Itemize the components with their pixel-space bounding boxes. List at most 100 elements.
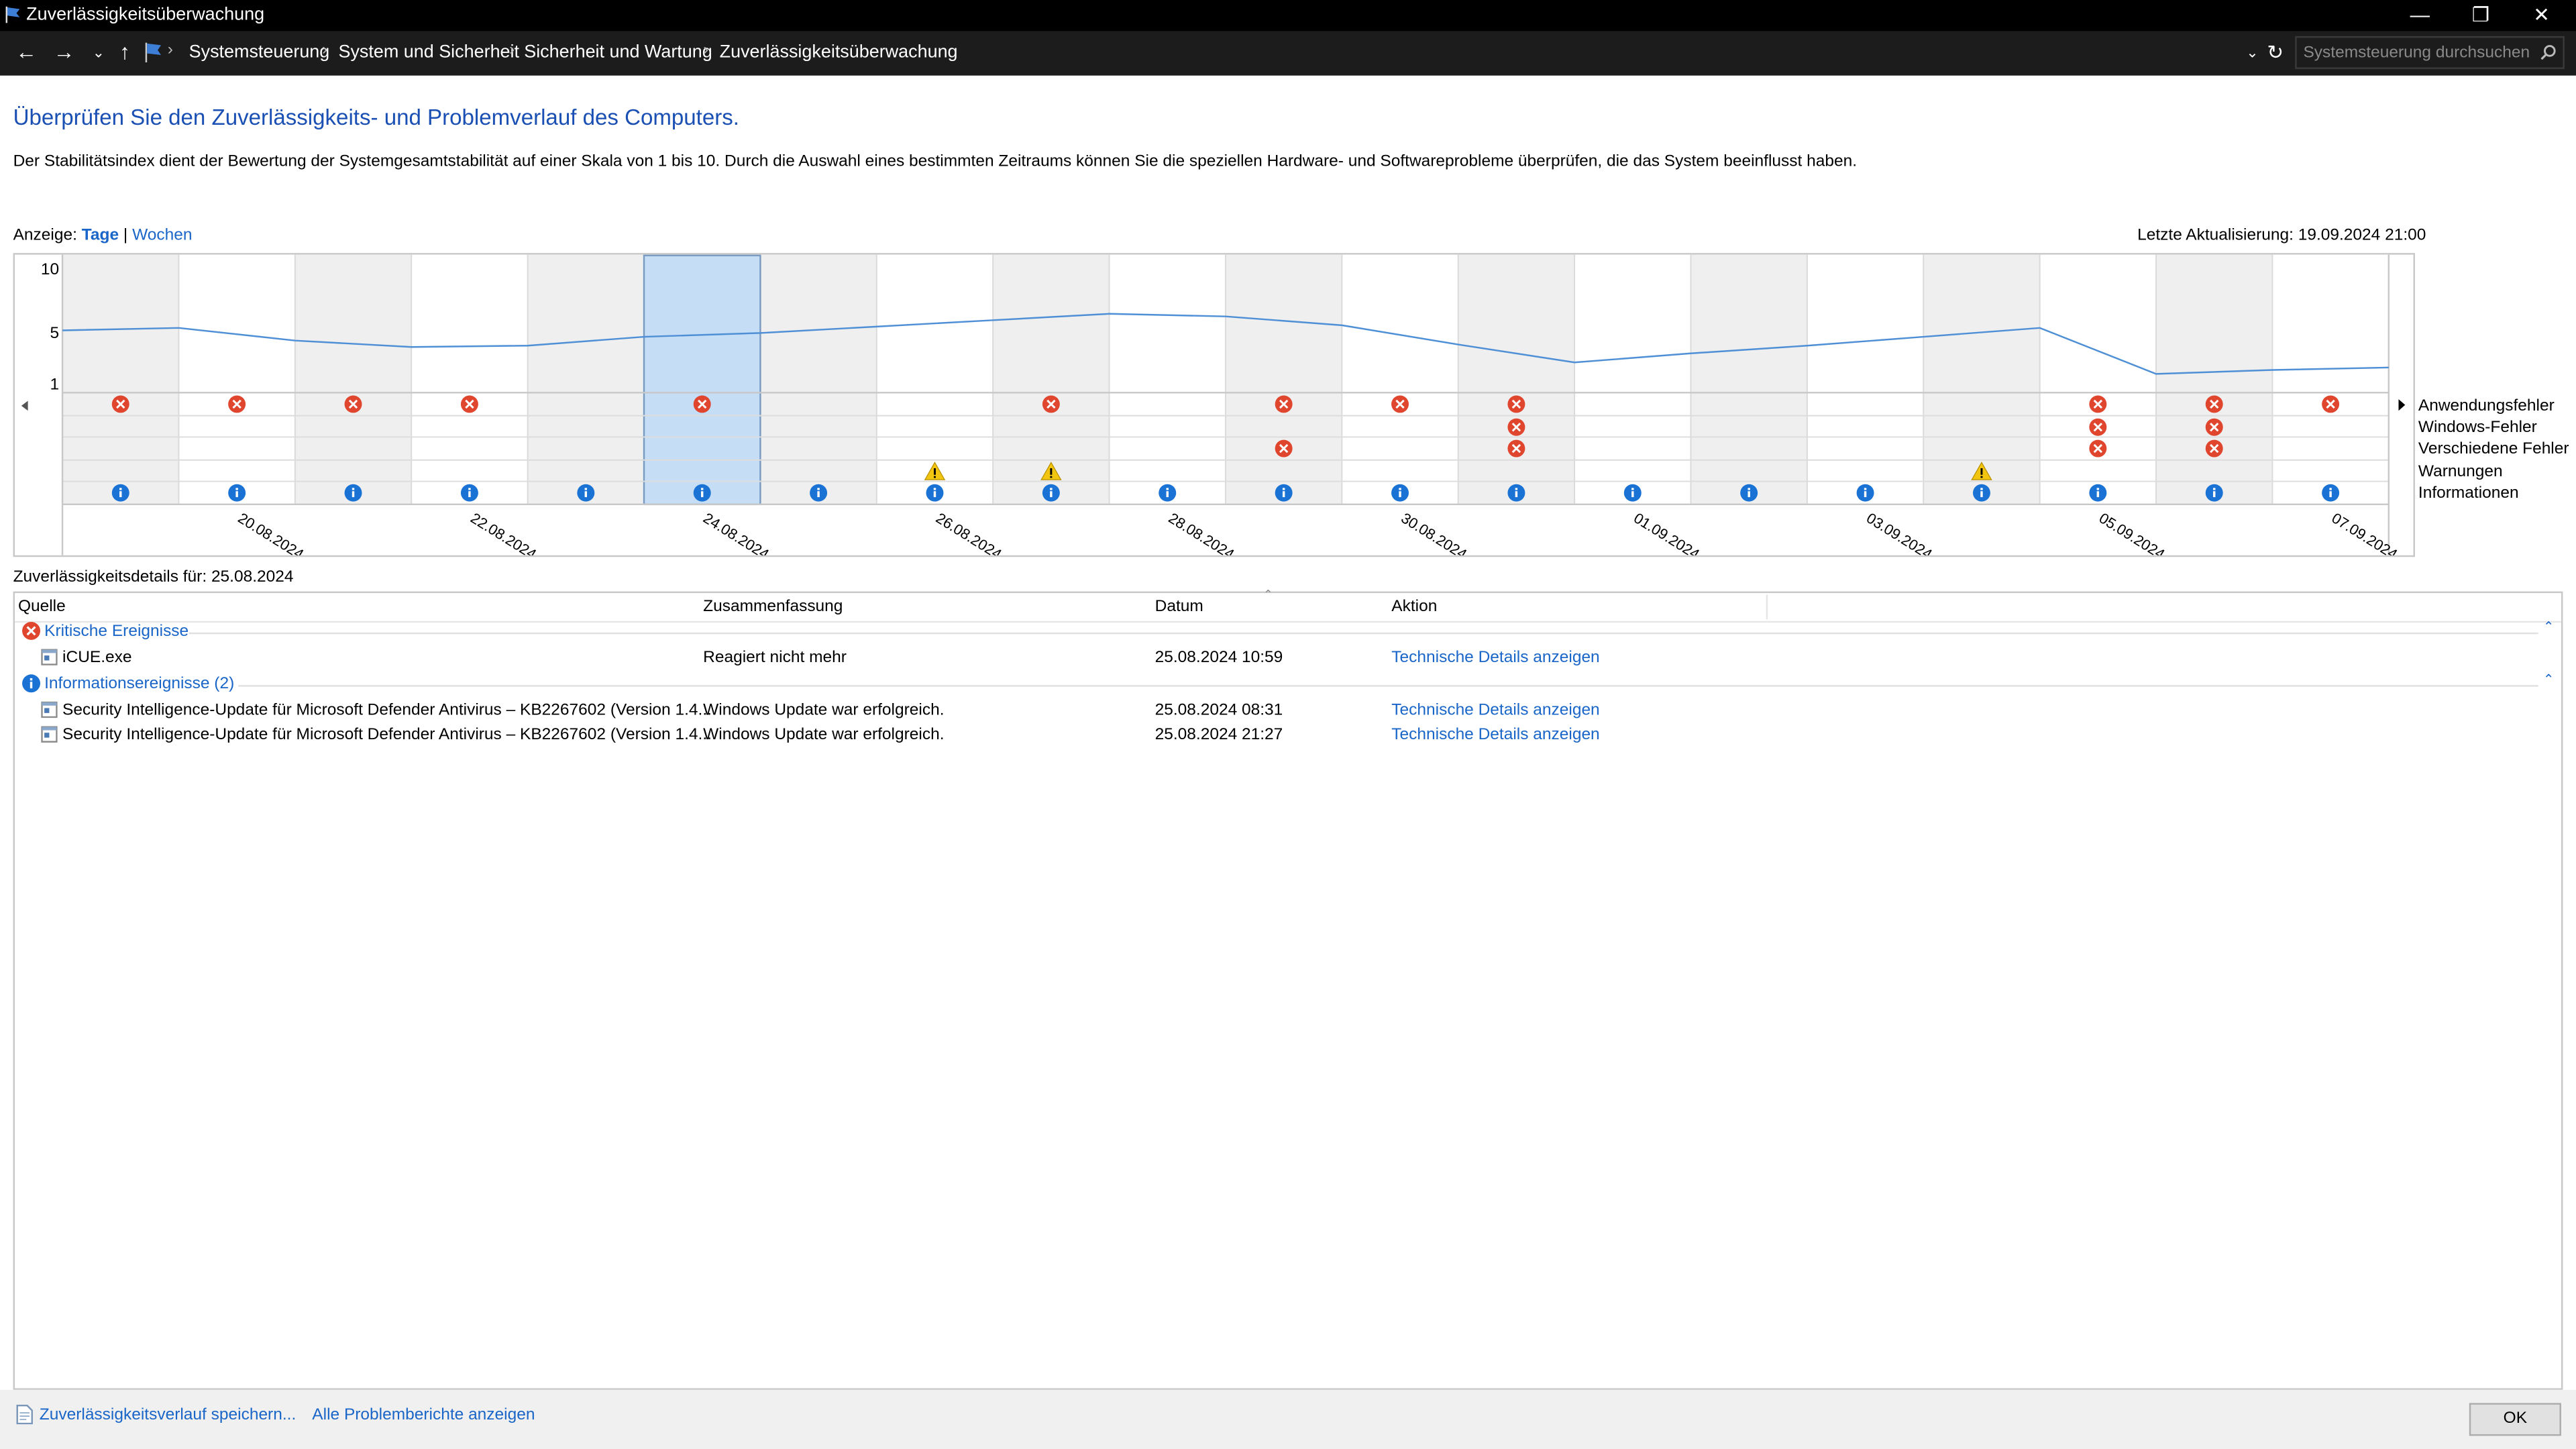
day-column[interactable]	[2039, 254, 2157, 504]
breadcrumb-system-und-sicherheit[interactable]: System und Sicherheit	[338, 42, 520, 63]
error-glyph	[2093, 399, 2103, 409]
day-column[interactable]	[1458, 254, 1575, 504]
x-tick-label: 28.08.2024	[1166, 509, 1238, 555]
info-glyph	[352, 488, 355, 490]
details-label: Zuverlässigkeitsdetails für: 25.08.2024	[13, 568, 294, 587]
info-glyph	[1166, 491, 1169, 498]
save-history-link[interactable]: Zuverlässigkeitsverlauf speichern...	[39, 1406, 297, 1425]
column-header-summary[interactable]: Zusammenfassung	[703, 598, 843, 616]
day-column[interactable]	[2156, 254, 2273, 504]
breadcrumb-systemsteuerung[interactable]: Systemsteuerung	[189, 42, 330, 63]
stability-chart-canvas: 10 5 1 20.08.2024 22.08.2024 24.08.2024 26.08.…	[21, 254, 2406, 555]
technical-details-link[interactable]: Technische Details anzeigen	[1391, 726, 1600, 745]
group-critical-events[interactable]: Kritische Ereignisse	[44, 623, 189, 641]
info-glyph	[584, 491, 588, 498]
day-column[interactable]	[1342, 254, 1458, 504]
breadcrumb-separator: ›	[703, 41, 709, 60]
warning-glyph	[1980, 468, 1983, 475]
title-bar: Zuverlässigkeitsüberwachung — ❐ ✕	[0, 0, 2576, 32]
row-summary: Reagiert nicht mehr	[703, 649, 847, 667]
details-table	[13, 591, 2563, 1390]
legend-information: Informationen	[2418, 484, 2519, 503]
info-glyph	[352, 491, 355, 498]
warning-glyph	[1980, 476, 1983, 478]
error-icon	[22, 621, 41, 640]
page-heading: Überprüfen Sie den Zuverlässigkeits- und…	[13, 105, 739, 130]
info-glyph	[700, 491, 704, 498]
x-tick-label: 22.08.2024	[468, 509, 539, 555]
refresh-icon[interactable]: ↻	[2267, 41, 2284, 64]
row-source: Security Intelligence-Update für Microso…	[62, 701, 712, 720]
error-glyph	[2326, 399, 2335, 409]
scroll-right-icon[interactable]	[2398, 399, 2406, 411]
minimize-button[interactable]: —	[2410, 3, 2430, 27]
info-glyph	[468, 491, 471, 498]
search-box[interactable]	[2295, 36, 2565, 69]
window-title: Zuverlässigkeitsüberwachung	[26, 5, 265, 25]
day-column[interactable]	[760, 254, 877, 504]
day-column[interactable]	[294, 254, 412, 504]
day-column[interactable]	[1109, 254, 1226, 504]
bottom-bar	[0, 1389, 2576, 1449]
back-arrow-icon[interactable]: ←	[15, 39, 38, 64]
info-glyph	[1748, 488, 1750, 490]
breadcrumb-zuverlaessigkeit[interactable]: Zuverlässigkeitsüberwachung	[719, 42, 958, 63]
info-glyph	[933, 491, 936, 498]
day-column[interactable]	[1690, 254, 1807, 504]
day-column[interactable]	[1225, 254, 1342, 504]
day-column[interactable]	[411, 254, 528, 504]
y-tick-label: 5	[50, 324, 60, 342]
forward-arrow-icon[interactable]: →	[53, 39, 75, 64]
technical-details-link[interactable]: Technische Details anzeigen	[1391, 649, 1600, 667]
search-input[interactable]	[2303, 41, 2530, 64]
day-column[interactable]	[1807, 254, 1924, 504]
last-update-label: Letzte Aktualisierung: 19.09.2024 21:00	[2137, 226, 2426, 245]
info-glyph	[1515, 488, 1518, 490]
header-divider	[15, 621, 2561, 623]
day-column[interactable]	[62, 254, 179, 504]
collapse-chevron-icon[interactable]: ⌃	[2543, 672, 2555, 687]
day-column[interactable]	[644, 254, 761, 504]
info-glyph	[700, 488, 704, 490]
warning-glyph	[1050, 476, 1053, 478]
group-information-events[interactable]: Informationsereignisse (2)	[44, 675, 235, 694]
scroll-left-icon[interactable]	[21, 400, 28, 411]
x-tick-label: 03.09.2024	[1864, 509, 1935, 555]
up-arrow-icon[interactable]: ↑	[119, 39, 131, 64]
restore-button[interactable]: ❐	[2471, 3, 2490, 27]
info-glyph	[1399, 488, 1401, 490]
info-glyph	[1050, 491, 1053, 498]
collapse-chevron-icon[interactable]: ⌃	[2543, 619, 2555, 635]
application-icon	[41, 649, 58, 665]
day-column[interactable]	[2272, 254, 2389, 504]
column-divider	[1766, 594, 1768, 620]
view-days-link[interactable]: Tage	[81, 226, 119, 245]
ok-button[interactable]: OK	[2469, 1403, 2561, 1436]
column-header-source[interactable]: Quelle	[17, 598, 66, 616]
breadcrumb-sicherheit-und-wartung[interactable]: Sicherheit und Wartung	[524, 42, 712, 63]
close-button[interactable]: ✕	[2533, 3, 2550, 27]
info-glyph	[1282, 491, 1285, 498]
row-date: 25.08.2024 21:27	[1155, 726, 1283, 745]
address-dropdown-chevron-icon[interactable]: ⌄	[2246, 44, 2259, 61]
error-glyph	[116, 399, 125, 409]
error-glyph	[1395, 399, 1405, 409]
day-column[interactable]	[1574, 254, 1691, 504]
info-glyph	[1631, 491, 1634, 498]
error-glyph	[1046, 399, 1056, 409]
info-glyph	[2329, 491, 2332, 498]
view-weeks-link[interactable]: Wochen	[132, 226, 193, 245]
info-glyph	[933, 488, 936, 490]
day-column[interactable]	[178, 254, 295, 504]
search-icon[interactable]	[2540, 44, 2556, 60]
technical-details-link[interactable]: Technische Details anzeigen	[1391, 701, 1600, 720]
column-header-date[interactable]: Datum	[1155, 598, 1203, 616]
error-glyph	[2210, 399, 2219, 409]
recent-locations-chevron-icon[interactable]: ⌄	[92, 44, 105, 61]
day-column[interactable]	[527, 254, 645, 504]
column-header-action[interactable]: Aktion	[1391, 598, 1438, 616]
breadcrumb-separator: ›	[322, 41, 328, 60]
all-problem-reports-link[interactable]: Alle Problemberichte anzeigen	[312, 1406, 535, 1425]
info-glyph	[468, 488, 471, 490]
